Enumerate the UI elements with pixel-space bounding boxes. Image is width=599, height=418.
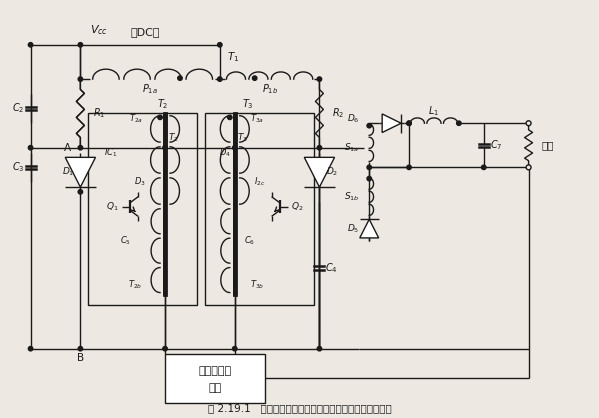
Text: 电路: 电路 bbox=[208, 383, 222, 393]
Text: $C_5$: $C_5$ bbox=[120, 234, 131, 247]
Text: 负载: 负载 bbox=[541, 140, 553, 150]
Circle shape bbox=[232, 145, 237, 150]
Bar bbox=[165, 354, 265, 403]
Text: $Q_1$: $Q_1$ bbox=[107, 200, 119, 213]
Text: $T_{3b}$: $T_{3b}$ bbox=[250, 279, 264, 291]
Text: $V_{cc}$: $V_{cc}$ bbox=[90, 24, 108, 38]
Polygon shape bbox=[304, 157, 335, 187]
Text: A: A bbox=[64, 143, 71, 153]
Circle shape bbox=[78, 43, 83, 47]
Text: B: B bbox=[77, 354, 84, 364]
Circle shape bbox=[163, 347, 167, 351]
Circle shape bbox=[526, 165, 531, 170]
Circle shape bbox=[158, 115, 162, 120]
Text: $C_4$: $C_4$ bbox=[325, 261, 338, 275]
Text: $P_{1b}$: $P_{1b}$ bbox=[262, 82, 278, 96]
Text: $C_7$: $C_7$ bbox=[490, 138, 503, 152]
Text: $T_{3a}$: $T_{3a}$ bbox=[250, 112, 264, 125]
Circle shape bbox=[217, 77, 222, 82]
Text: $C_3$: $C_3$ bbox=[12, 161, 25, 174]
Text: $D_6$: $D_6$ bbox=[347, 112, 359, 125]
Circle shape bbox=[228, 115, 232, 120]
Text: $D_2$: $D_2$ bbox=[326, 166, 338, 178]
Circle shape bbox=[317, 145, 322, 150]
Circle shape bbox=[367, 165, 371, 170]
Text: $S_{1a}$: $S_{1a}$ bbox=[344, 141, 359, 154]
Circle shape bbox=[407, 121, 412, 125]
Bar bbox=[88, 113, 198, 305]
Circle shape bbox=[317, 347, 322, 351]
Circle shape bbox=[526, 121, 531, 126]
Circle shape bbox=[232, 347, 237, 351]
Circle shape bbox=[28, 347, 33, 351]
Text: $T_3$: $T_3$ bbox=[242, 97, 254, 110]
Text: $P_{1a}$: $P_{1a}$ bbox=[142, 82, 158, 96]
Text: 图 2.19.1   占空比控制的推挽变换器和对应的基极驱动电路: 图 2.19.1 占空比控制的推挽变换器和对应的基极驱动电路 bbox=[208, 403, 391, 413]
Circle shape bbox=[367, 176, 371, 181]
Polygon shape bbox=[360, 219, 379, 238]
Text: $D_1$: $D_1$ bbox=[62, 166, 74, 178]
Text: $Q_2$: $Q_2$ bbox=[291, 200, 303, 213]
Circle shape bbox=[407, 121, 412, 125]
Polygon shape bbox=[382, 114, 401, 133]
Circle shape bbox=[78, 77, 83, 82]
Text: $T_3$: $T_3$ bbox=[237, 132, 248, 144]
Text: （DC）: （DC） bbox=[130, 28, 160, 38]
Circle shape bbox=[28, 145, 33, 150]
Text: $S_{1b}$: $S_{1b}$ bbox=[344, 191, 359, 203]
Text: $D_3$: $D_3$ bbox=[134, 176, 146, 188]
Text: $C_6$: $C_6$ bbox=[244, 234, 255, 247]
Text: $IC_1$: $IC_1$ bbox=[104, 146, 117, 159]
Text: 驱动与隔离: 驱动与隔离 bbox=[198, 366, 231, 376]
Text: $T_1$: $T_1$ bbox=[227, 50, 240, 64]
Circle shape bbox=[407, 165, 412, 170]
Circle shape bbox=[28, 43, 33, 47]
Text: $R_2$: $R_2$ bbox=[332, 107, 344, 120]
Text: $R_1$: $R_1$ bbox=[93, 107, 105, 120]
Circle shape bbox=[78, 190, 83, 194]
Circle shape bbox=[367, 123, 371, 128]
Circle shape bbox=[482, 165, 486, 170]
Circle shape bbox=[163, 145, 167, 150]
Circle shape bbox=[456, 121, 461, 125]
Circle shape bbox=[217, 43, 222, 47]
Circle shape bbox=[78, 145, 83, 150]
Text: $L_1$: $L_1$ bbox=[428, 104, 440, 118]
Text: $T_{2a}$: $T_{2a}$ bbox=[129, 112, 143, 125]
Circle shape bbox=[317, 77, 322, 82]
Circle shape bbox=[78, 347, 83, 351]
Polygon shape bbox=[65, 157, 95, 187]
Circle shape bbox=[178, 76, 182, 80]
Text: $C_2$: $C_2$ bbox=[12, 102, 25, 115]
Text: $T_2$: $T_2$ bbox=[157, 97, 168, 110]
Text: $D_4$: $D_4$ bbox=[219, 146, 231, 159]
Text: $T_2$: $T_2$ bbox=[168, 132, 179, 144]
Circle shape bbox=[252, 76, 257, 80]
Text: $D_5$: $D_5$ bbox=[347, 222, 359, 235]
Bar bbox=[205, 113, 314, 305]
Text: $I_{2c}$: $I_{2c}$ bbox=[254, 176, 265, 188]
Text: $T_{2b}$: $T_{2b}$ bbox=[128, 279, 143, 291]
